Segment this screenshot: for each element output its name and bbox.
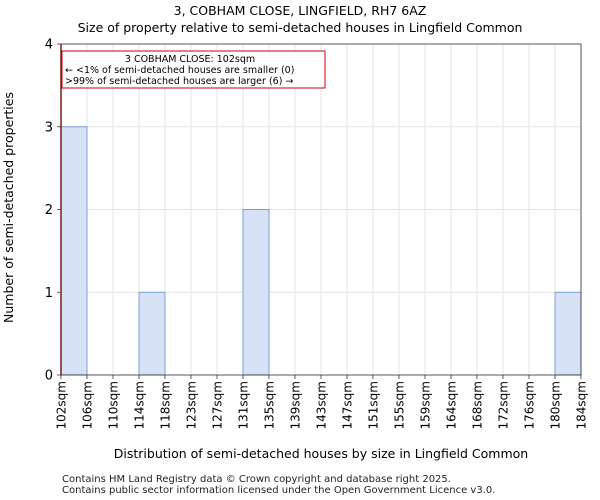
chart-title-address: 3, COBHAM CLOSE, LINGFIELD, RH7 6AZ bbox=[173, 3, 427, 18]
x-tick-label: 118sqm bbox=[159, 381, 173, 429]
annotation-frame bbox=[61, 50, 326, 89]
x-tick-label: 155sqm bbox=[393, 381, 407, 429]
x-tick-label: 106sqm bbox=[81, 381, 95, 429]
x-tick-label: 184sqm bbox=[575, 381, 589, 429]
y-tick-label: 1 bbox=[45, 286, 53, 301]
x-tick-label: 147sqm bbox=[341, 381, 355, 429]
x-tick-label: 143sqm bbox=[315, 381, 329, 429]
x-tick-label: 168sqm bbox=[471, 381, 485, 429]
x-axis-label: Distribution of semi-detached houses by … bbox=[114, 446, 528, 461]
x-tick-label: 114sqm bbox=[133, 381, 147, 429]
annotation-line-2: ← <1% of semi-detached houses are smalle… bbox=[65, 65, 294, 76]
chart-title: Size of property relative to semi-detach… bbox=[77, 20, 523, 35]
x-tick-label: 180sqm bbox=[549, 381, 563, 429]
x-tick-label: 127sqm bbox=[211, 381, 225, 429]
x-tick-label: 159sqm bbox=[419, 381, 433, 429]
footer-copyright: Contains HM Land Registry data © Crown c… bbox=[62, 474, 451, 485]
y-tick-label: 4 bbox=[45, 38, 53, 53]
x-tick-labels: 102sqm 106sqm 110sqm 114sqm 118sqm 123sqm 127s… bbox=[55, 375, 589, 429]
annotation-box: 3 COBHAM CLOSE: 102sqm ← <1% of semi-det… bbox=[61, 50, 326, 89]
x-tick-label: 110sqm bbox=[107, 381, 121, 429]
x-tick-label: 102sqm bbox=[55, 381, 69, 429]
x-tick-label: 139sqm bbox=[289, 381, 303, 429]
bar-180sqm bbox=[554, 291, 582, 376]
footer-licence: Contains public sector information licen… bbox=[62, 485, 496, 496]
x-tick-label: 135sqm bbox=[263, 381, 277, 429]
y-tick-labels: 0 1 2 3 4 bbox=[45, 38, 61, 384]
y-tick-label: 3 bbox=[45, 120, 53, 135]
x-tick-label: 176sqm bbox=[523, 381, 537, 429]
x-tick-label: 164sqm bbox=[445, 381, 459, 429]
x-tick-label: 131sqm bbox=[237, 381, 251, 429]
annotation-line-1: 3 COBHAM CLOSE: 102sqm bbox=[125, 54, 255, 65]
x-tick-label: 151sqm bbox=[367, 381, 381, 429]
x-tick-label: 123sqm bbox=[185, 381, 199, 429]
y-tick-label: 2 bbox=[45, 203, 53, 218]
y-axis-label: Number of semi-detached properties bbox=[1, 92, 16, 323]
bar-102sqm bbox=[60, 126, 88, 376]
bar-131sqm bbox=[242, 209, 270, 376]
annotation-line-3: >99% of semi-detached houses are larger … bbox=[65, 76, 293, 87]
y-tick-label: 0 bbox=[45, 369, 53, 384]
bar-114sqm bbox=[138, 291, 166, 376]
x-tick-label: 172sqm bbox=[497, 381, 511, 429]
